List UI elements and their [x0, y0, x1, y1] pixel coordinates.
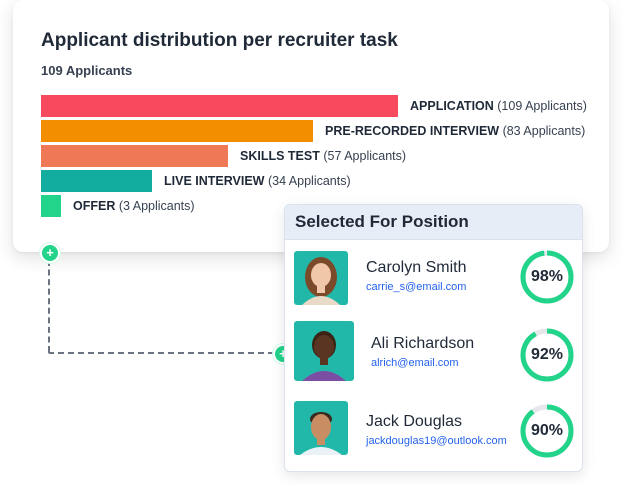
candidate-row[interactable]: Carolyn Smith carrie_s@email.com 98% — [285, 245, 582, 315]
candidate-name: Carolyn Smith — [366, 259, 467, 276]
selected-title: Selected For Position — [285, 205, 582, 240]
bar-label: OFFER (3 Applicants) — [73, 195, 195, 217]
bar-count: (34 Applicants) — [264, 174, 351, 188]
chart-title: Applicant distribution per recruiter tas… — [41, 30, 398, 51]
selected-card: Selected For Position Carolyn Smith carr… — [284, 204, 583, 472]
bar-skills-test — [41, 145, 228, 167]
candidate-name: Ali Richardson — [371, 335, 475, 352]
candidate-row[interactable]: Jack Douglas jackdouglas19@outlook.com 9… — [285, 395, 582, 465]
candidate-name: Jack Douglas — [366, 413, 463, 430]
avatar — [294, 251, 348, 305]
applicant-total: 109 Applicants — [41, 63, 133, 78]
bar-count: (83 Applicants) — [499, 124, 586, 138]
plus-icon[interactable]: + — [40, 243, 60, 263]
score-value: 98% — [530, 268, 564, 285]
score-value: 90% — [530, 422, 564, 439]
bar-label: PRE-RECORDED INTERVIEW (83 Applicants) — [325, 120, 585, 142]
score-value: 92% — [530, 346, 564, 363]
bar-offer — [41, 195, 61, 217]
avatar — [294, 321, 354, 381]
avatar — [294, 401, 348, 455]
score-ring: 92% — [519, 327, 575, 383]
bar-application — [41, 95, 398, 117]
bar-label: LIVE INTERVIEW (34 Applicants) — [164, 170, 351, 192]
connector-line-horizontal — [48, 352, 274, 354]
bar-category: LIVE INTERVIEW — [164, 174, 265, 188]
bar-category: APPLICATION — [410, 99, 494, 113]
bar-label: APPLICATION (109 Applicants) — [410, 95, 587, 117]
score-ring-fill — [520, 328, 574, 382]
candidate-email[interactable]: jackdouglas19@outlook.com — [366, 435, 507, 447]
bar-count: (57 Applicants) — [319, 149, 407, 163]
candidate-row[interactable]: Ali Richardson alrich@email.com 92% — [285, 319, 582, 389]
bar-live-interview — [41, 170, 152, 192]
score-ring-fill — [520, 404, 574, 458]
candidate-email[interactable]: alrich@email.com — [371, 357, 459, 369]
candidate-email[interactable]: carrie_s@email.com — [366, 281, 467, 293]
bar-label: SKILLS TEST (57 Applicants) — [240, 145, 406, 167]
bar-category: PRE-RECORDED INTERVIEW — [325, 124, 500, 138]
bar-pre-recorded-interview — [41, 120, 313, 142]
score-ring-fill — [520, 250, 574, 304]
connector-line-vertical — [48, 260, 50, 352]
bar-category: SKILLS TEST — [240, 149, 320, 163]
score-ring: 98% — [519, 249, 575, 305]
bar-count: (109 Applicants) — [493, 99, 587, 113]
score-ring: 90% — [519, 403, 575, 459]
bar-count: (3 Applicants) — [115, 199, 195, 213]
bar-category: OFFER — [73, 199, 116, 213]
